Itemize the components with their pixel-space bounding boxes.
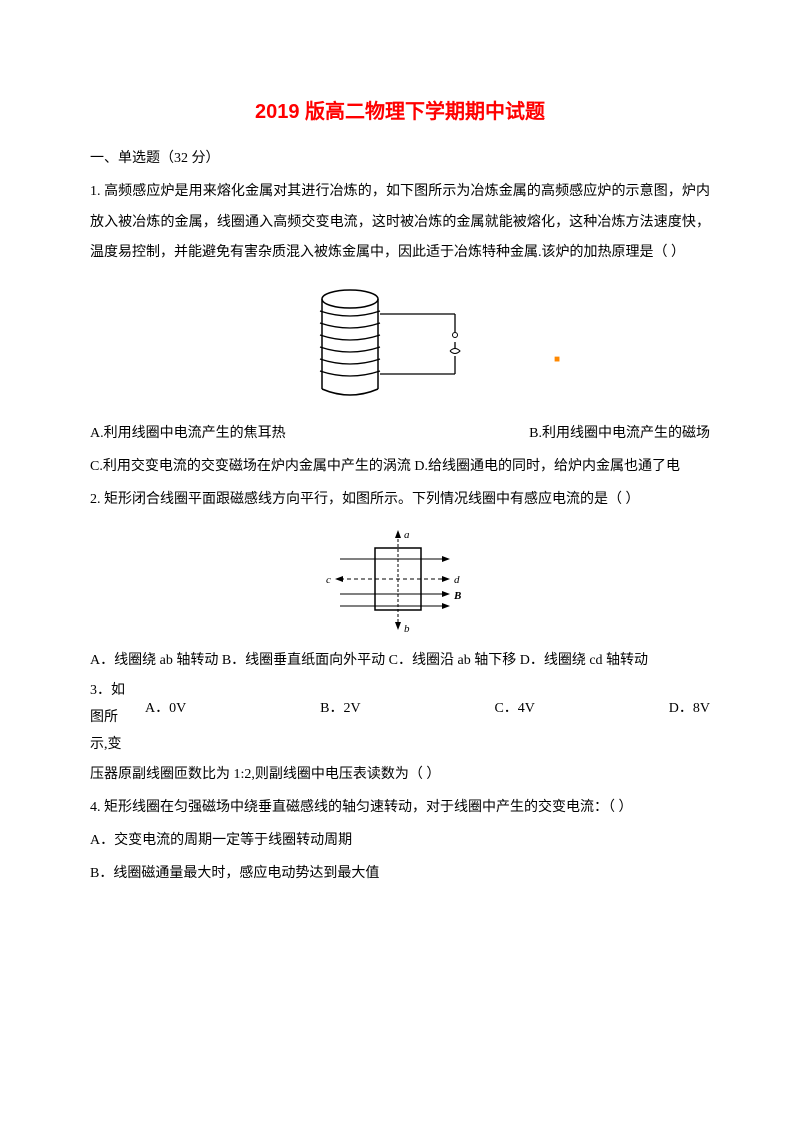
page-title: 2019 版高二物理下学期期中试题 — [90, 90, 710, 134]
q2-options: A．线圈绕 ab 轴转动 B．线圈垂直纸面向外平动 C．线圈沿 ab 轴下移 D… — [90, 646, 710, 677]
q2-stem: 2. 矩形闭合线圈平面跟磁感线方向平行，如图所示。下列情况线圈中有感应电流的是（… — [90, 485, 710, 516]
q3-left-text: 3．如 图所 示,变 — [90, 678, 145, 758]
q3-opt-a: A．0V — [145, 694, 186, 725]
q3-opt-d: D．8V — [669, 694, 710, 725]
q1-options-ab: A.利用线圈中电流产生的焦耳热 B.利用线圈中电流产生的磁场 — [90, 419, 710, 450]
inductor-circuit-diagram — [300, 279, 500, 409]
q1-diagram-row: ■ — [90, 279, 710, 409]
label-B: B — [453, 590, 461, 602]
q1-stem: 1. 高频感应炉是用来熔化金属对其进行冶炼的，如下图所示为冶炼金属的高频感应炉的… — [90, 177, 710, 269]
q3-opt-b: B．2V — [320, 694, 360, 725]
q3-row: 3．如 图所 示,变 A．0V B．2V C．4V D．8V — [90, 678, 710, 758]
q2-diagram-row: a b c d B — [90, 526, 710, 636]
q3-opt-c: C．4V — [494, 694, 534, 725]
label-d: d — [454, 574, 460, 586]
q3-stem2: 压器原副线圈匝数比为 1:2,则副线圈中电压表读数为（ ） — [90, 760, 710, 791]
q3-options: A．0V B．2V C．4V D．8V — [145, 678, 710, 725]
q4-stem: 4. 矩形线圈在匀强磁场中绕垂直磁感线的轴匀速转动，对于线圈中产生的交变电流：（… — [90, 793, 710, 824]
q3-l3: 示,变 — [90, 732, 145, 759]
orange-dot-mark: ■ — [554, 349, 560, 371]
q1-opt-cd: C.利用交变电流的交变磁场在炉内金属中产生的涡流 D.给线圈通电的同时，给炉内金… — [90, 452, 710, 483]
section-header: 一、单选题（32 分） — [90, 144, 710, 175]
rectangle-field-diagram: a b c d B — [320, 526, 480, 636]
q4-opt-a: A．交变电流的周期一定等于线圈转动周期 — [90, 826, 710, 857]
label-b: b — [404, 623, 410, 635]
label-a: a — [404, 529, 410, 541]
label-c: c — [326, 574, 331, 586]
q1-opt-a: A.利用线圈中电流产生的焦耳热 — [90, 419, 286, 450]
q1-opt-b: B.利用线圈中电流产生的磁场 — [529, 419, 710, 450]
q3-l2: 图所 — [90, 705, 145, 732]
q4-opt-b: B．线圈磁通量最大时，感应电动势达到最大值 — [90, 859, 710, 890]
q3-l1: 3．如 — [90, 678, 145, 705]
